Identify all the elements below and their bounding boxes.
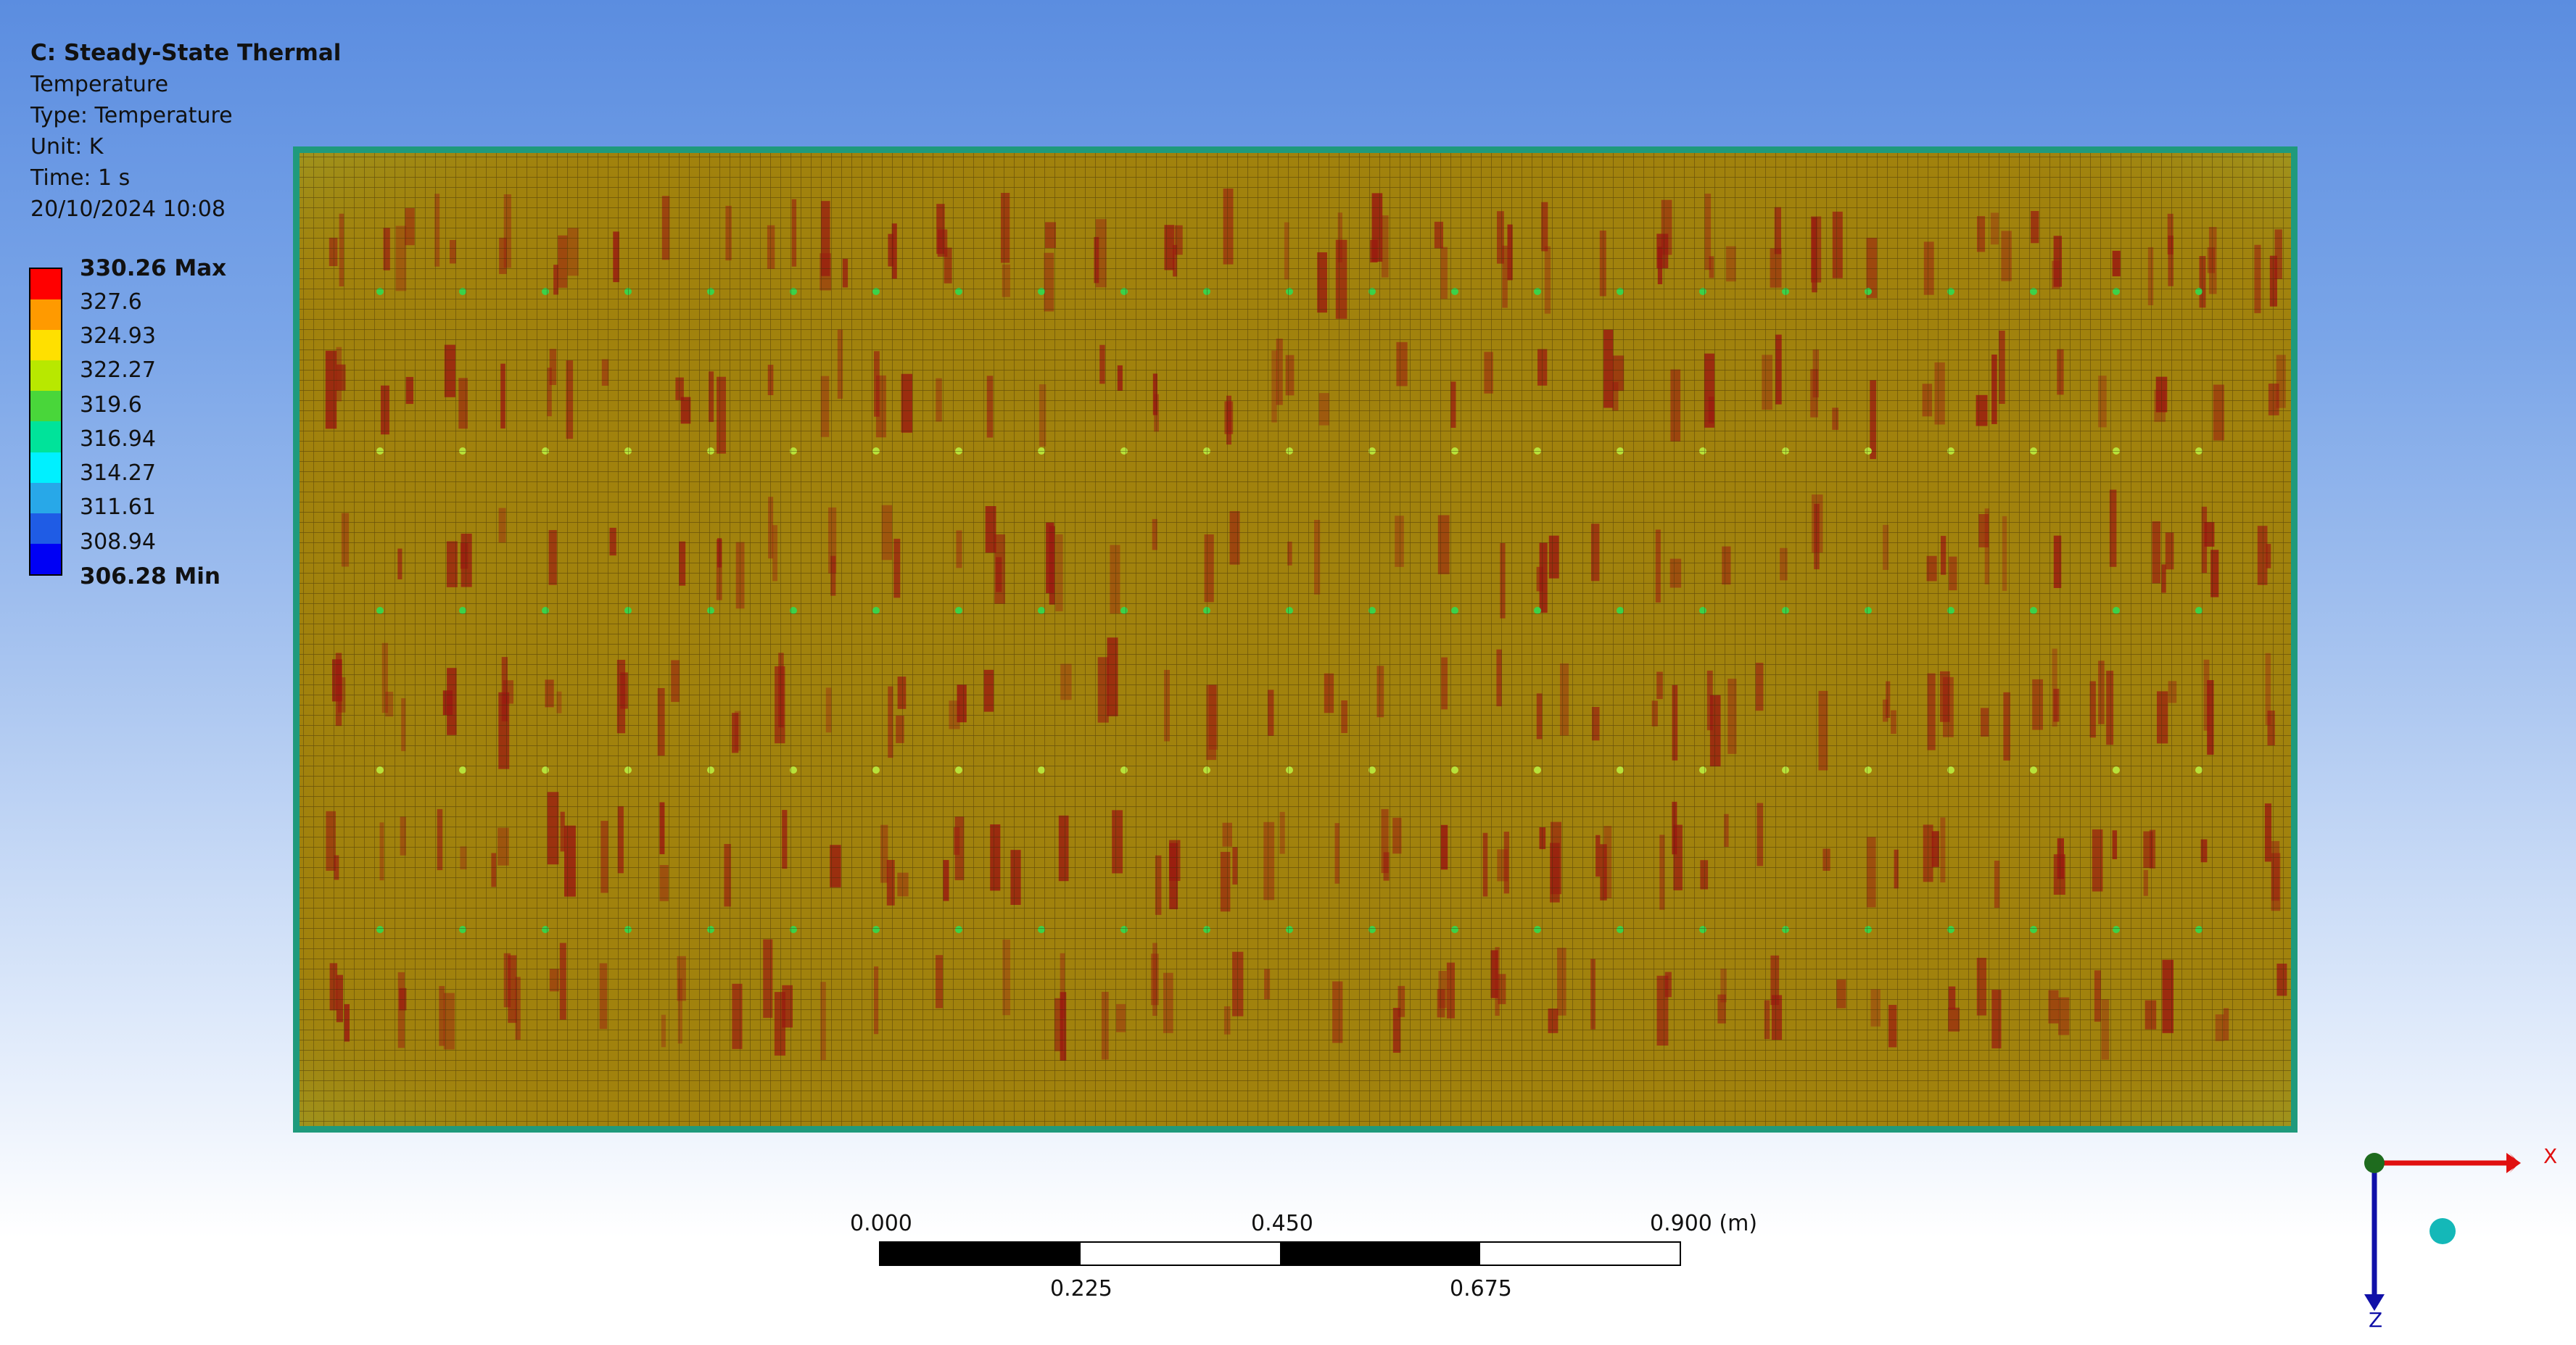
axis-triad[interactable]: X Z bbox=[2335, 1131, 2575, 1345]
scale-bar-track bbox=[879, 1241, 1681, 1266]
legend-label: 316.94 bbox=[80, 426, 156, 452]
legend-label: 314.27 bbox=[80, 460, 156, 486]
result-unit: Unit: K bbox=[30, 134, 104, 160]
legend-band bbox=[30, 269, 61, 300]
temperature-contour-mesh[interactable] bbox=[293, 146, 2298, 1133]
iso-view-ball[interactable] bbox=[2430, 1218, 2456, 1244]
legend-band bbox=[30, 299, 61, 331]
legend-band bbox=[30, 513, 61, 544]
scale-label: 0.225 bbox=[1050, 1276, 1112, 1301]
scale-label: 0.000 bbox=[850, 1211, 912, 1236]
scale-segment-light bbox=[1080, 1243, 1280, 1265]
legend-band bbox=[30, 452, 61, 483]
y-axis-sphere bbox=[2364, 1153, 2385, 1173]
legend-max-label: 330.26 Max bbox=[80, 255, 227, 281]
legend-label: 311.61 bbox=[80, 494, 156, 520]
result-time: Time: 1 s bbox=[30, 165, 131, 191]
legend-label: 327.6 bbox=[80, 289, 142, 315]
scale-bar: 0.000 0.450 0.900 (m) 0.225 0.675 bbox=[798, 1204, 1757, 1305]
z-axis-arrowhead bbox=[2364, 1294, 2385, 1311]
legend-label: 308.94 bbox=[80, 529, 156, 555]
legend-color-bar bbox=[29, 268, 62, 576]
scale-segment-dark bbox=[880, 1243, 1081, 1265]
mesh-grid bbox=[293, 146, 2298, 1133]
analysis-title: C: Steady-State Thermal bbox=[30, 40, 342, 66]
scale-segment-light bbox=[1479, 1243, 1680, 1265]
result-type: Type: Temperature bbox=[30, 103, 233, 128]
x-axis-label: X bbox=[2543, 1144, 2557, 1168]
legend-label: 322.27 bbox=[80, 357, 156, 383]
legend-band bbox=[30, 360, 61, 392]
legend-label: 319.6 bbox=[80, 392, 142, 418]
result-info-panel: C: Steady-State Thermal Temperature Type… bbox=[30, 38, 341, 225]
model-border bbox=[293, 146, 2298, 1133]
scale-label: 0.450 bbox=[1251, 1211, 1313, 1236]
z-axis-label: Z bbox=[2369, 1308, 2382, 1332]
legend-band bbox=[30, 330, 61, 361]
scale-segment-dark bbox=[1280, 1243, 1480, 1265]
legend-band bbox=[30, 421, 61, 452]
x-arrow-tip bbox=[2506, 1153, 2521, 1173]
scale-label: 0.900 (m) bbox=[1650, 1211, 1758, 1236]
result-datetime: 20/10/2024 10:08 bbox=[30, 196, 226, 222]
result-name: Temperature bbox=[30, 72, 169, 97]
legend-label: 324.93 bbox=[80, 323, 156, 349]
legend-band bbox=[30, 543, 61, 574]
legend-min-label: 306.28 Min bbox=[80, 563, 220, 589]
legend-band bbox=[30, 482, 61, 513]
scale-label: 0.675 bbox=[1450, 1276, 1512, 1301]
legend-band bbox=[30, 391, 61, 422]
